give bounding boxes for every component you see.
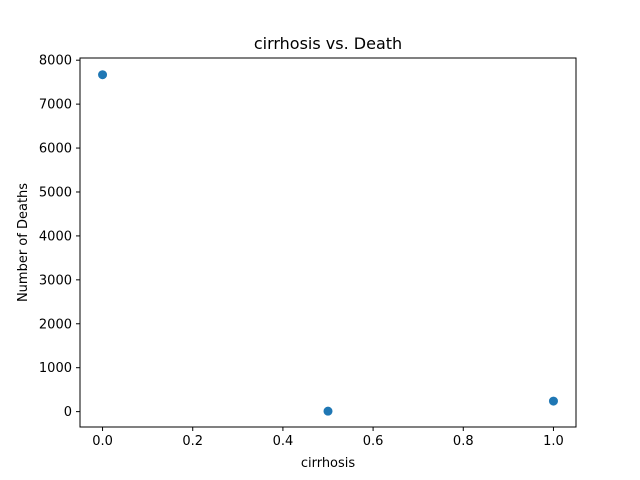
x-axis-label: cirrhosis	[301, 456, 356, 471]
y-tick-label: 6000	[39, 142, 72, 157]
y-axis-label: Number of Deaths	[16, 183, 31, 302]
y-tick-label: 0	[64, 405, 72, 420]
y-axis-ticks: 0 1000 2000 3000 4000 5000 6000 7000 8000	[39, 54, 80, 420]
data-point	[548, 396, 558, 406]
y-tick-label: 7000	[39, 98, 72, 113]
y-tick-label: 2000	[39, 317, 72, 332]
y-tick-label: 3000	[39, 273, 72, 288]
x-tick-label: 0.8	[453, 434, 474, 449]
chart-title: cirrhosis vs. Death	[254, 34, 402, 53]
plot-area	[79, 57, 577, 428]
scatter-points	[98, 70, 558, 416]
x-tick-label: 0.2	[182, 434, 203, 449]
x-tick-label: 0.0	[92, 434, 113, 449]
data-point	[323, 406, 333, 416]
x-tick-label: 0.6	[363, 434, 384, 449]
y-tick-label: 8000	[39, 54, 72, 69]
x-tick-label: 1.0	[543, 434, 564, 449]
y-tick-label: 4000	[39, 229, 72, 244]
data-point	[98, 70, 108, 80]
x-tick-label: 0.4	[273, 434, 294, 449]
x-axis-ticks: 0.0 0.2 0.4 0.6 0.8 1.0	[92, 427, 564, 449]
y-tick-label: 5000	[39, 185, 72, 200]
y-tick-label: 1000	[39, 361, 72, 376]
